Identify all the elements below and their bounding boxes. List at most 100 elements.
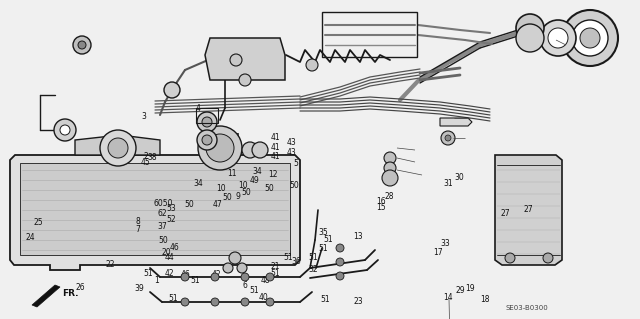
Circle shape [198, 126, 242, 170]
Polygon shape [32, 285, 60, 307]
Text: 45: 45 [141, 158, 151, 167]
Text: 31: 31 [443, 179, 453, 188]
Text: 30: 30 [454, 173, 465, 182]
Polygon shape [10, 155, 300, 270]
Text: 46: 46 [169, 243, 179, 252]
Text: 51: 51 [320, 295, 330, 304]
Text: 10: 10 [216, 184, 226, 193]
Circle shape [197, 112, 217, 132]
Text: 24: 24 [26, 233, 36, 242]
Text: 51: 51 [168, 294, 178, 303]
Circle shape [230, 54, 242, 66]
Circle shape [100, 130, 136, 166]
Text: 27: 27 [500, 209, 511, 218]
Text: 51: 51 [323, 235, 333, 244]
Text: 35: 35 [318, 228, 328, 237]
Text: 21: 21 [271, 262, 280, 271]
Text: 50: 50 [222, 193, 232, 202]
Text: 51: 51 [308, 253, 319, 262]
Text: 43: 43 [286, 148, 296, 157]
Text: 47: 47 [212, 200, 223, 209]
Circle shape [382, 170, 398, 186]
Circle shape [54, 119, 76, 141]
Circle shape [241, 298, 249, 306]
Circle shape [384, 152, 396, 164]
Circle shape [562, 10, 618, 66]
Text: 20: 20 [161, 248, 172, 256]
Text: 27: 27 [523, 205, 533, 214]
Text: 51: 51 [143, 269, 154, 278]
Text: 16: 16 [376, 197, 387, 206]
Text: 23: 23 [353, 297, 364, 306]
Text: 53: 53 [166, 204, 177, 213]
Text: 50: 50 [241, 188, 252, 197]
Polygon shape [75, 135, 160, 155]
Circle shape [543, 253, 553, 263]
Circle shape [266, 273, 274, 281]
Text: 51: 51 [318, 244, 328, 253]
Text: 41: 41 [232, 143, 242, 152]
Text: 50: 50 [264, 184, 274, 193]
Circle shape [540, 20, 576, 56]
Text: 62: 62 [157, 209, 167, 218]
Text: 43: 43 [286, 138, 296, 147]
Polygon shape [495, 155, 562, 265]
Circle shape [181, 273, 189, 281]
Circle shape [580, 28, 600, 48]
Circle shape [229, 252, 241, 264]
Circle shape [202, 117, 212, 127]
Circle shape [336, 272, 344, 280]
Text: 51: 51 [270, 269, 280, 278]
Text: 32: 32 [308, 265, 319, 274]
Text: 41: 41 [232, 133, 242, 142]
Circle shape [108, 138, 128, 158]
Circle shape [202, 135, 212, 145]
Text: 2: 2 [143, 152, 148, 161]
Circle shape [548, 28, 568, 48]
Text: 29: 29 [456, 286, 466, 295]
Circle shape [164, 82, 180, 98]
Circle shape [572, 20, 608, 56]
Circle shape [73, 36, 91, 54]
Text: 34: 34 [193, 179, 204, 188]
Circle shape [516, 24, 544, 52]
Text: 51: 51 [249, 286, 259, 295]
Circle shape [223, 263, 233, 273]
Text: FR.: FR. [62, 288, 79, 298]
Text: 48: 48 [260, 276, 271, 285]
Polygon shape [440, 118, 472, 126]
Text: 11: 11 [228, 169, 237, 178]
Text: 41: 41 [270, 152, 280, 161]
Text: 33: 33 [440, 239, 450, 248]
Text: 5: 5 [293, 159, 298, 168]
Circle shape [384, 162, 396, 174]
Circle shape [336, 244, 344, 252]
Circle shape [505, 253, 515, 263]
Text: 19: 19 [465, 284, 476, 293]
Text: 8: 8 [135, 217, 140, 226]
Text: 49: 49 [249, 176, 259, 185]
Text: 1: 1 [154, 276, 159, 285]
Text: 25: 25 [33, 218, 44, 227]
Circle shape [336, 258, 344, 266]
Text: 36: 36 [291, 257, 301, 266]
Circle shape [266, 298, 274, 306]
Circle shape [441, 131, 455, 145]
Text: 26: 26 [75, 283, 85, 292]
Bar [196, 108, 218, 123]
Circle shape [241, 273, 249, 281]
Text: 40: 40 [259, 293, 269, 302]
Text: 39: 39 [134, 284, 145, 293]
Text: 43: 43 [216, 137, 226, 146]
Circle shape [516, 14, 544, 42]
Polygon shape [205, 38, 285, 80]
Text: 10: 10 [238, 181, 248, 189]
Circle shape [197, 130, 217, 150]
Text: 12: 12 [269, 170, 278, 179]
Circle shape [306, 59, 318, 71]
Text: 46: 46 [180, 271, 191, 279]
Text: 13: 13 [353, 232, 364, 241]
Text: 7: 7 [135, 225, 140, 234]
Circle shape [445, 135, 451, 141]
Text: 17: 17 [433, 248, 444, 256]
